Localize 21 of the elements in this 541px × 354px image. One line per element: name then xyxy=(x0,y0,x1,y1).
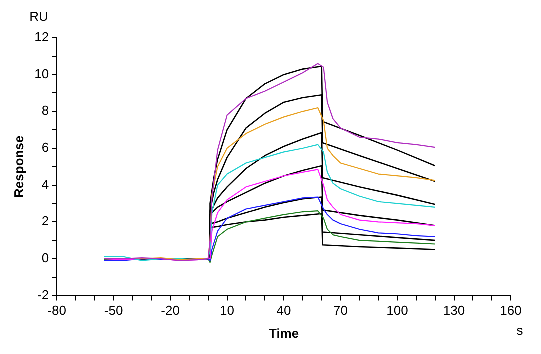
x-tick-label: 40 xyxy=(276,303,292,318)
y-tick-label: 2 xyxy=(42,214,50,229)
x-axis-title: Time xyxy=(268,326,300,341)
text: RU xyxy=(30,9,48,24)
text: s xyxy=(516,322,524,338)
y-tick-label: -2 xyxy=(37,287,50,302)
y-tick-label: 10 xyxy=(34,66,50,82)
x-tick-label: 10 xyxy=(220,303,235,318)
y-tick-label: 0 xyxy=(42,250,50,266)
y-axis-title: Response xyxy=(11,136,26,198)
y-tick-label: 4 xyxy=(42,176,50,192)
x-tick-label: -20 xyxy=(161,303,180,318)
y-tick-label: 12 xyxy=(34,30,50,45)
x-tick-label: -50 xyxy=(104,303,124,318)
x-tick-label: 130 xyxy=(443,303,466,318)
y-tick-label: 8 xyxy=(42,103,50,118)
x-tick-label: 70 xyxy=(334,303,348,318)
x-tick-label: 100 xyxy=(386,303,408,318)
y-tick-label: 6 xyxy=(42,140,50,156)
x-tick-label: 160 xyxy=(500,303,522,318)
x-tick-label: -80 xyxy=(48,303,66,318)
